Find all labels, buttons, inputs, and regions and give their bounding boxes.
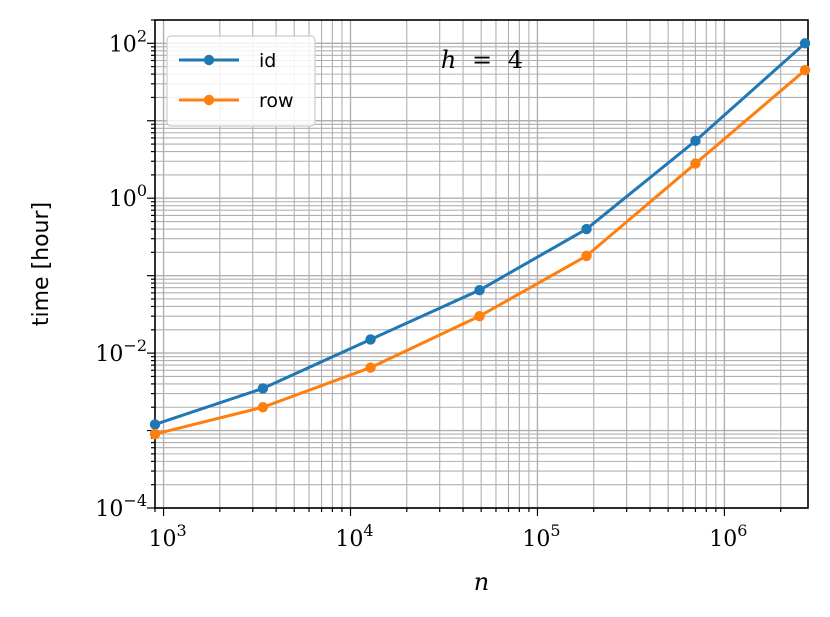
annotation-op: =	[472, 46, 492, 74]
data-point-id	[690, 135, 701, 147]
axis-ticks	[147, 19, 782, 516]
x-tick-label: 103	[148, 521, 186, 552]
legend-items: id row	[179, 50, 294, 112]
legend-box	[166, 35, 316, 127]
data-point-id	[365, 334, 376, 345]
data-point-row	[474, 310, 485, 322]
legend-label: id	[259, 50, 276, 72]
data-point-id	[474, 284, 485, 296]
series-row	[149, 64, 811, 440]
legend-swatch-marker	[203, 94, 215, 106]
data-point-id	[149, 419, 161, 430]
data-point-id	[799, 38, 811, 49]
x-tick-label: 105	[522, 521, 560, 552]
y-tick-label: 102	[109, 26, 147, 57]
legend-swatch-marker	[203, 54, 215, 66]
x-axis-label: n	[474, 568, 489, 596]
series-id	[149, 38, 811, 430]
series-layer	[149, 38, 811, 440]
data-point-row	[149, 428, 161, 440]
data-point-row	[799, 64, 811, 76]
legend: id row	[166, 35, 316, 127]
data-point-row	[365, 362, 376, 373]
annotation-value: 4	[508, 46, 523, 74]
y-tick-label: 10−4	[95, 491, 147, 522]
x-tick-label: 106	[709, 521, 747, 552]
annotation-var: h	[441, 46, 456, 74]
data-point-row	[581, 250, 592, 262]
y-axis-label: time [hour]	[29, 202, 54, 326]
annotation-h: h = 4	[441, 46, 523, 74]
tick-labels: 103 104 105 106 10−4 10−2 100 102	[95, 26, 747, 552]
data-point-row	[257, 402, 269, 413]
y-tick-label: 10−2	[95, 336, 147, 367]
data-point-id	[257, 383, 269, 394]
legend-item-row: row	[179, 90, 294, 112]
legend-label: row	[259, 90, 294, 112]
y-tick-label: 100	[109, 181, 147, 212]
x-tick-label: 104	[335, 521, 373, 552]
legend-item-id: id	[179, 50, 276, 72]
data-point-row	[690, 158, 701, 169]
data-point-id	[581, 223, 592, 235]
